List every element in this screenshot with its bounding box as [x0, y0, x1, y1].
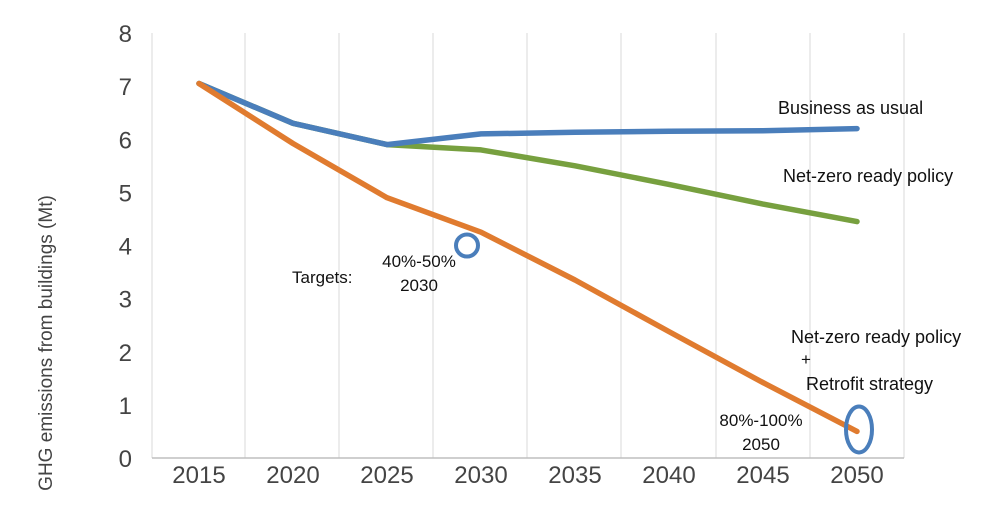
x-tick-2045: 2045	[736, 462, 789, 489]
target-markers	[454, 232, 874, 455]
y-tick-2: 2	[119, 340, 132, 367]
target-marker-2030	[454, 232, 480, 259]
y-tick-3: 3	[119, 287, 132, 314]
y-tick-4: 4	[119, 234, 132, 261]
target-2050-year: 2050	[742, 435, 780, 454]
series-label-retrofit-line1: Net-zero ready policy	[791, 327, 961, 347]
x-tick-2050: 2050	[830, 462, 883, 489]
target-2030-year: 2030	[400, 276, 438, 295]
series-label-retrofit-line3: Retrofit strategy	[806, 374, 933, 394]
targets-label: Targets:	[292, 268, 352, 287]
x-tick-2015: 2015	[172, 462, 225, 489]
series-label-retrofit-plus: +	[801, 350, 811, 369]
y-tick-8: 8	[119, 21, 132, 48]
line-net-zero-plus-retrofit	[196, 80, 860, 435]
y-tick-5: 5	[119, 180, 132, 207]
x-tick-2025: 2025	[360, 462, 413, 489]
x-tick-labels: 2015 2020 2025 2030 2035 2040 2045 2050	[172, 462, 883, 489]
y-tick-0: 0	[119, 446, 132, 473]
x-tick-2020: 2020	[266, 462, 319, 489]
y-tick-7: 7	[119, 74, 132, 101]
target-2030-percent: 40%-50%	[382, 252, 456, 271]
target-2050-percent: 80%-100%	[719, 411, 802, 430]
target-marker-2050	[844, 404, 874, 455]
y-axis-label: GHG emissions from buildings (Mt)	[36, 195, 57, 491]
y-tick-6: 6	[119, 127, 132, 154]
line-net-zero-ready-policy	[196, 80, 860, 225]
x-tick-2030: 2030	[454, 462, 507, 489]
series-lines	[196, 80, 860, 435]
series-label-business-as-usual: Business as usual	[778, 98, 923, 118]
y-tick-labels: 0 1 2 3 4 5 6 7 8	[119, 21, 132, 473]
x-tick-2035: 2035	[548, 462, 601, 489]
y-tick-1: 1	[119, 393, 132, 420]
line-business-as-usual	[196, 80, 860, 148]
series-label-net-zero-ready-policy: Net-zero ready policy	[783, 166, 953, 186]
x-tick-2040: 2040	[642, 462, 695, 489]
